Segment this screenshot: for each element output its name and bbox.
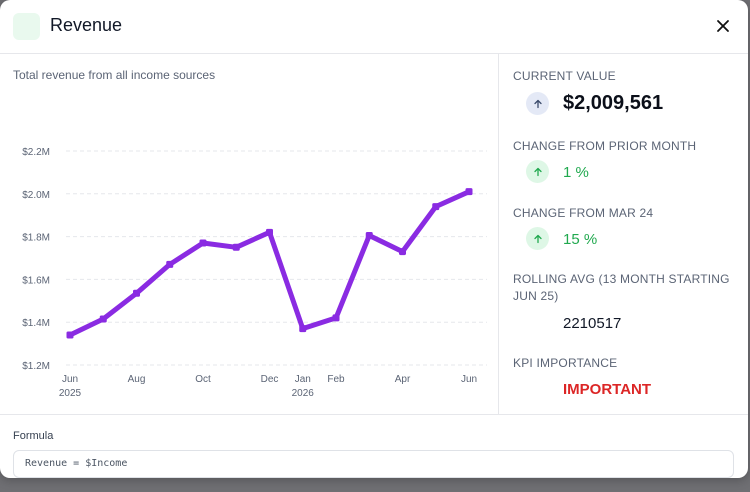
arrow-up-icon — [526, 227, 549, 250]
y-tick-label: $2.0M — [22, 190, 50, 201]
modal-header: Revenue — [0, 0, 748, 54]
x-tick-label: Jun — [461, 374, 477, 385]
kpi-panel: CURRENT VALUE $2,009,561 CHANGE FROM PRI… — [499, 54, 748, 414]
x-tick-label: Aug — [128, 374, 146, 385]
series-line — [67, 189, 472, 338]
change-prior-value: 1 % — [563, 164, 589, 181]
kpi-importance-value: IMPORTANT — [563, 381, 652, 398]
chart-panel: Total revenue from all income sources $1… — [0, 54, 499, 414]
y-tick-label: $1.6M — [22, 275, 50, 286]
formula-field[interactable]: Revenue = $Income — [13, 450, 734, 478]
data-point — [365, 232, 373, 240]
data-point — [299, 325, 307, 333]
current-value: $2,009,561 — [563, 92, 664, 114]
y-tick-label: $1.4M — [22, 318, 50, 329]
formula-text: Revenue = $Income — [25, 458, 128, 469]
formula-section: Formula Revenue = $Income — [0, 414, 748, 478]
formula-label: Formula — [13, 430, 54, 442]
data-point — [332, 314, 340, 322]
kpi-modal: Revenue Total revenue from all income so… — [0, 0, 748, 478]
revenue-line-chart: $1.2M $1.4M $1.6M $1.8M $2.0M $2.2M Jun 2025 Aug… — [22, 147, 487, 399]
chart-subtitle: Total revenue from all income sources — [13, 68, 216, 82]
data-point — [399, 248, 406, 256]
y-tick-label: $1.8M — [22, 233, 50, 244]
data-point — [99, 315, 107, 323]
arrow-up-icon — [526, 92, 549, 115]
kpi-icon — [13, 13, 40, 40]
data-point — [66, 331, 74, 339]
y-tick-label: $1.2M — [22, 361, 50, 372]
close-button[interactable] — [712, 15, 734, 37]
data-point — [465, 188, 473, 196]
modal-title: Revenue — [50, 15, 123, 35]
current-value-label: CURRENT VALUE — [513, 69, 616, 83]
close-icon[interactable] — [712, 15, 734, 37]
data-point — [133, 289, 140, 297]
x-tick-label: Apr — [395, 374, 411, 385]
x-tick-label: Jun — [62, 374, 78, 385]
x-tick-label: Dec — [261, 374, 279, 385]
data-point — [166, 260, 174, 268]
data-point — [432, 203, 440, 211]
x-tick-label: Jan — [295, 374, 311, 385]
y-tick-label: $2.2M — [22, 147, 50, 158]
x-tick-sublabel: 2026 — [292, 388, 315, 399]
x-tick-sublabel: 2025 — [59, 388, 82, 399]
x-tick-label: Feb — [327, 374, 345, 385]
x-tick-label: Oct — [195, 374, 211, 385]
data-point — [266, 228, 273, 236]
change-prior-label: CHANGE FROM PRIOR MONTH — [513, 139, 697, 153]
arrow-up-icon — [526, 160, 549, 183]
kpi-importance-label: KPI IMPORTANCE — [513, 356, 618, 370]
rolling-avg-value: 2210517 — [563, 315, 622, 332]
data-point — [199, 239, 207, 247]
rolling-avg-label: ROLLING AVG (13 MONTH STARTING JUN 25) — [513, 272, 730, 303]
change-mar-value: 15 % — [563, 231, 598, 248]
data-point — [232, 243, 240, 251]
change-mar-label: CHANGE FROM MAR 24 — [513, 206, 654, 220]
modal-body: Total revenue from all income sources $1… — [0, 54, 748, 414]
